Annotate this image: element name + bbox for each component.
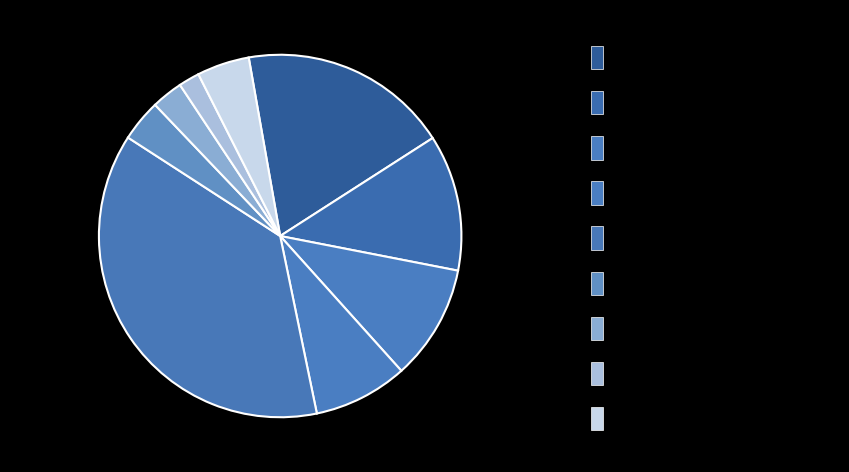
FancyBboxPatch shape xyxy=(591,317,603,340)
Wedge shape xyxy=(280,236,402,413)
Text: Byggverksamhet: Byggverksamhet xyxy=(628,143,711,153)
FancyBboxPatch shape xyxy=(591,181,603,205)
Wedge shape xyxy=(180,74,280,236)
FancyBboxPatch shape xyxy=(591,271,603,295)
FancyBboxPatch shape xyxy=(591,136,603,160)
Text: Tillverkningsindustrin: Tillverkningsindustrin xyxy=(628,52,734,63)
Text: Transport och magasinering: Transport och magasinering xyxy=(628,188,765,198)
Wedge shape xyxy=(128,105,280,236)
FancyBboxPatch shape xyxy=(591,227,603,250)
FancyBboxPatch shape xyxy=(591,91,603,114)
Text: Uthyrning, fastighetsservice, resetjänster: Uthyrning, fastighetsservice, resetjänst… xyxy=(628,323,832,333)
FancyBboxPatch shape xyxy=(591,362,603,385)
Text: Informations- och kommunikationsverksamhet: Informations- och kommunikationsverksamh… xyxy=(628,233,849,243)
Text: Handel: Handel xyxy=(628,98,663,108)
Wedge shape xyxy=(280,138,461,270)
Wedge shape xyxy=(249,55,433,236)
Text: Fastighetsverksamhet: Fastighetsverksamhet xyxy=(628,278,737,288)
Wedge shape xyxy=(280,236,458,371)
Text: Övriga branscher: Övriga branscher xyxy=(628,413,713,425)
Wedge shape xyxy=(155,85,280,236)
Wedge shape xyxy=(99,137,317,417)
FancyBboxPatch shape xyxy=(591,407,603,430)
Wedge shape xyxy=(199,58,280,236)
Text: Professionell, vetenskaplig och teknisk verksamhet: Professionell, vetenskaplig och teknisk … xyxy=(628,369,849,379)
FancyBboxPatch shape xyxy=(591,46,603,69)
